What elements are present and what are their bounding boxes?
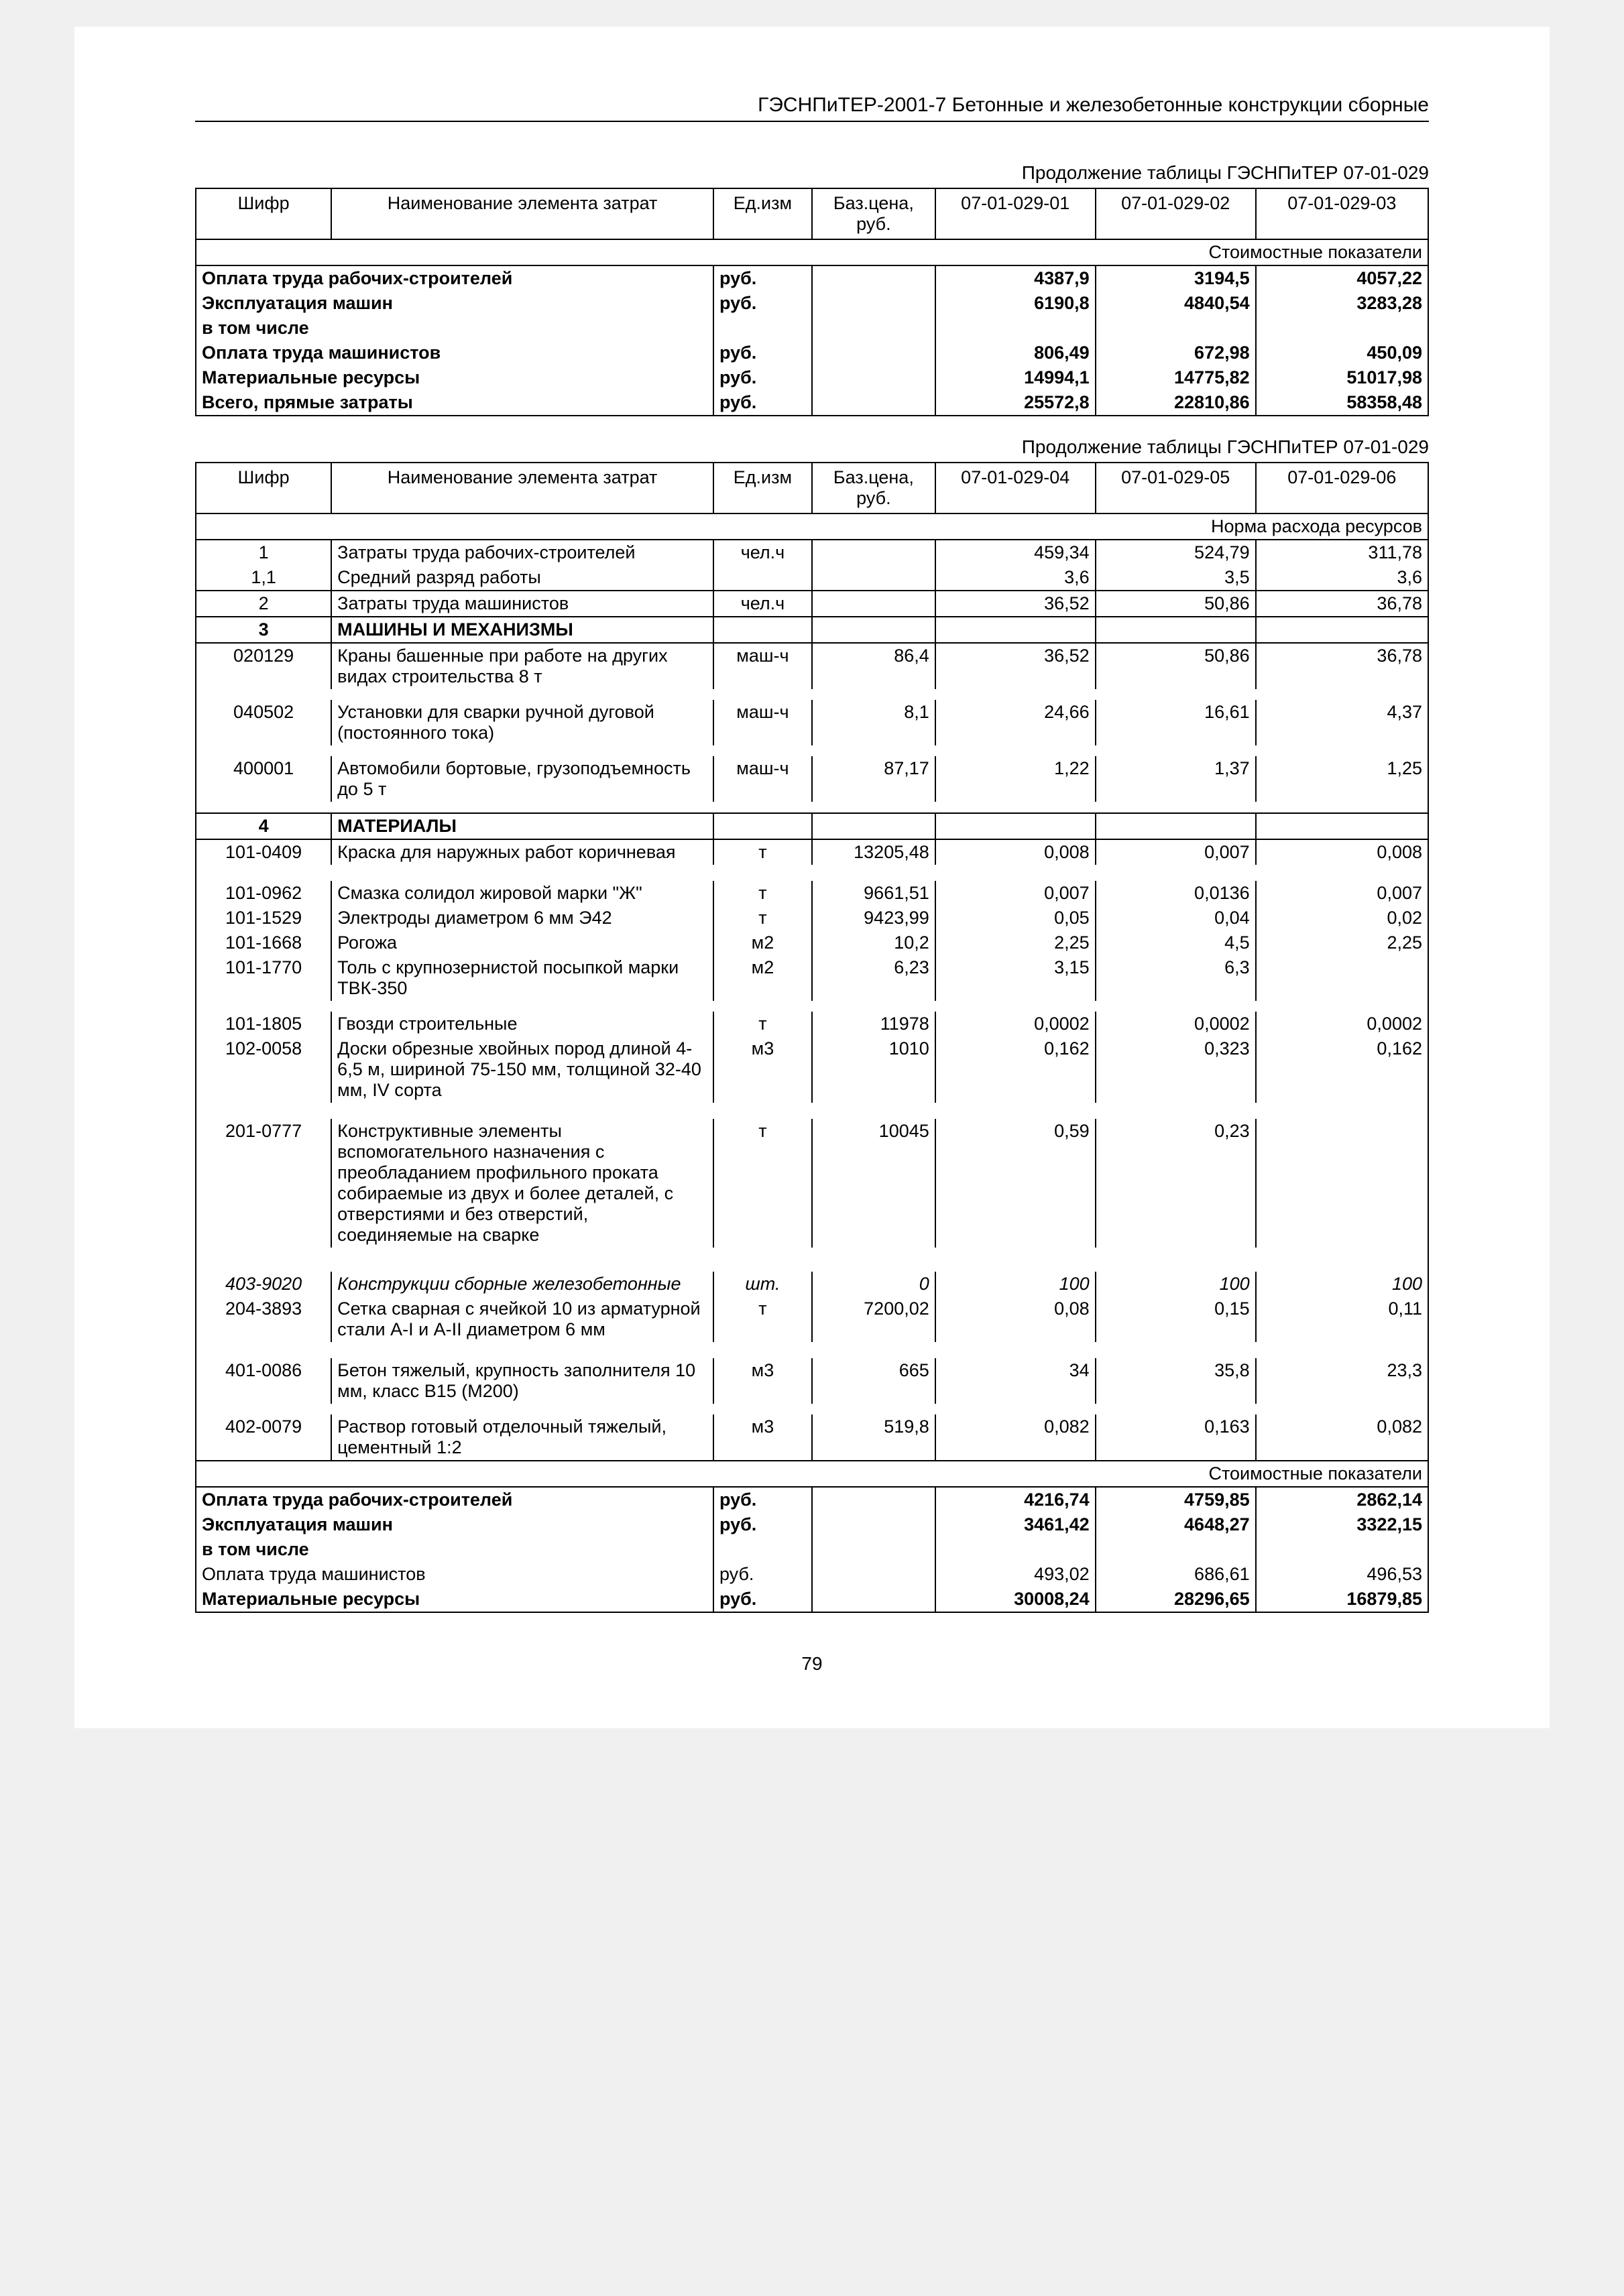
table-row: Эксплуатация машин руб. 6190,8 4840,54 3… — [196, 291, 1428, 316]
table-row: 040502 Установки для сварки ручной дугов… — [196, 700, 1428, 745]
table-row — [196, 802, 1428, 813]
table-row — [196, 1248, 1428, 1272]
table2-subheader-cost: Стоимостные показатели — [196, 1461, 1428, 1487]
table-row: Материальные ресурсы руб. 14994,1 14775,… — [196, 365, 1428, 390]
table2-caption: Продолжение таблицы ГЭСНПиТЕР 07-01-029 — [195, 436, 1429, 458]
col-c2: 07-01-029-02 — [1096, 188, 1256, 239]
table-row: 403-9020 Конструкции сборные железобетон… — [196, 1272, 1428, 1296]
table-row: Оплата труда рабочих-строителей руб. 421… — [196, 1487, 1428, 1512]
table-row: Материальные ресурсы руб. 30008,24 28296… — [196, 1587, 1428, 1612]
page-number: 79 — [195, 1653, 1429, 1675]
table-row: 101-1770 Толь с крупнозернистой посыпкой… — [196, 955, 1428, 1001]
table-row: Всего, прямые затраты руб. 25572,8 22810… — [196, 390, 1428, 416]
table-row: 201-0777 Конструктивные элементы вспомог… — [196, 1119, 1428, 1248]
col-c3: 07-01-029-03 — [1256, 188, 1428, 239]
table-row — [196, 1404, 1428, 1414]
col-c1: 07-01-029-01 — [935, 188, 1096, 239]
unit: руб. — [713, 265, 812, 291]
table-row: в том числе — [196, 1537, 1428, 1562]
cost-name: Оплата труда рабочих-строителей — [196, 265, 713, 291]
table-row — [196, 689, 1428, 700]
col-baseprice: Баз.цена, руб. — [812, 188, 935, 239]
table-row: 402-0079 Раствор готовый отделочный тяже… — [196, 1414, 1428, 1461]
col-unit: Ед.изм — [713, 188, 812, 239]
table-row: Оплата труда рабочих-строителей руб. 438… — [196, 265, 1428, 291]
table-row: 2 Затраты труда машинистов чел.ч 36,52 5… — [196, 591, 1428, 617]
table-row: 101-0962 Смазка солидол жировой марки "Ж… — [196, 881, 1428, 906]
table-row: 101-1805 Гвозди строительные т 11978 0,0… — [196, 1012, 1428, 1036]
document-page: ГЭСНПиТЕР-2001-7 Бетонные и железобетонн… — [74, 27, 1550, 1728]
table-row — [196, 1001, 1428, 1012]
section-materials: 4 МАТЕРИАЛЫ — [196, 813, 1428, 839]
table-row: 101-1668 Рогожа м2 10,2 2,25 4,5 2,25 — [196, 930, 1428, 955]
table-row: 400001 Автомобили бортовые, грузоподъемн… — [196, 756, 1428, 802]
section-machinery: 3 МАШИНЫ И МЕХАНИЗМЫ — [196, 617, 1428, 643]
table-row: 101-0409 Краска для наружных работ корич… — [196, 839, 1428, 865]
table1-subheader: Стоимостные показатели — [196, 239, 1428, 265]
table-row: Оплата труда машинистов руб. 806,49 672,… — [196, 341, 1428, 365]
table-row: 102-0058 Доски обрезные хвойных пород дл… — [196, 1036, 1428, 1103]
table1-caption: Продолжение таблицы ГЭСНПиТЕР 07-01-029 — [195, 162, 1429, 184]
table2-header: Шифр Наименование элемента затрат Ед.изм… — [196, 463, 1428, 513]
table-row: 1 Затраты труда рабочих-строителей чел.ч… — [196, 540, 1428, 565]
table-row — [196, 745, 1428, 756]
table-row: 401-0086 Бетон тяжелый, крупность заполн… — [196, 1358, 1428, 1404]
table1: Шифр Наименование элемента затрат Ед.изм… — [195, 188, 1429, 416]
col-name: Наименование элемента затрат — [331, 188, 713, 239]
table-row — [196, 1342, 1428, 1358]
table-row: 1,1 Средний разряд работы 3,6 3,5 3,6 — [196, 565, 1428, 591]
table-row — [196, 865, 1428, 881]
table-row: 101-1529 Электроды диаметром 6 мм Э42 т … — [196, 906, 1428, 930]
table2: Шифр Наименование элемента затрат Ед.изм… — [195, 462, 1429, 1613]
subheader-text: Стоимостные показатели — [196, 239, 1428, 265]
table-row: в том числе — [196, 316, 1428, 341]
table-row: Оплата труда машинистов руб. 493,02 686,… — [196, 1562, 1428, 1587]
table1-header: Шифр Наименование элемента затрат Ед.изм… — [196, 188, 1428, 239]
table-row: 020129 Краны башенные при работе на друг… — [196, 643, 1428, 689]
table-row — [196, 1103, 1428, 1119]
col-code: Шифр — [196, 188, 331, 239]
table2-subheader-norm: Норма расхода ресурсов — [196, 513, 1428, 540]
table-row: Эксплуатация машин руб. 3461,42 4648,27 … — [196, 1512, 1428, 1537]
page-header: ГЭСНПиТЕР-2001-7 Бетонные и железобетонн… — [195, 94, 1429, 122]
table-row: 204-3893 Сетка сварная с ячейкой 10 из а… — [196, 1296, 1428, 1342]
